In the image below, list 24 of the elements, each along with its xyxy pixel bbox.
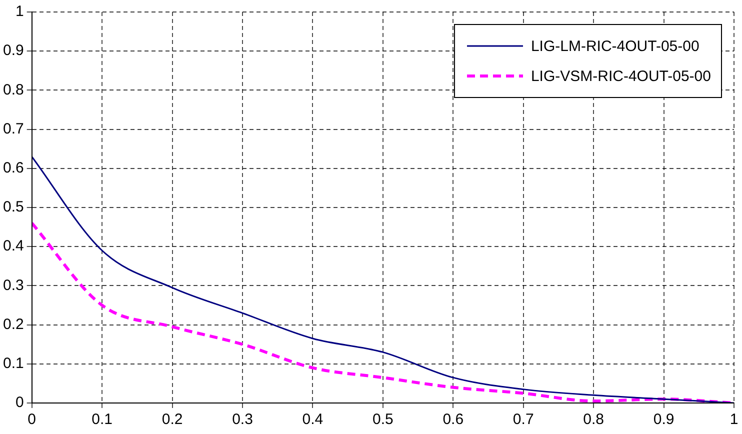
x-tick-label: 0.6	[442, 411, 464, 428]
x-tick-label: 1	[730, 411, 738, 428]
y-tick-label: 1	[16, 3, 24, 20]
x-tick-label: 0.7	[512, 411, 534, 428]
x-tick-label: 0.1	[92, 411, 112, 428]
x-tick-label: 0.2	[162, 411, 183, 428]
x-tick-label: 0.4	[302, 411, 324, 428]
x-tick-label: 0.5	[372, 411, 394, 428]
y-tick-label: 0.9	[2, 42, 24, 60]
y-tick-label: 0.3	[2, 276, 24, 294]
x-tick-label: 0.9	[653, 411, 674, 428]
y-tick-label: 0.1	[2, 355, 24, 372]
legend-label: LIG-LM-RIC-4OUT-05-00	[530, 38, 700, 54]
x-tick-label: 0	[28, 411, 36, 428]
legend-label: LIG-VSM-RIC-4OUT-05-00	[530, 68, 711, 84]
x-tick-label: 0.8	[583, 411, 604, 428]
y-tick-label: 0.8	[2, 81, 24, 98]
x-tick-label: 0.3	[232, 411, 253, 428]
y-tick-label: 0	[16, 394, 24, 412]
y-tick-label: 0.4	[2, 238, 24, 255]
y-tick-label: 0.7	[2, 120, 24, 138]
y-tick-label: 0.2	[2, 316, 24, 333]
y-tick-label: 0.6	[2, 160, 24, 177]
y-tick-label: 0.5	[2, 198, 24, 216]
